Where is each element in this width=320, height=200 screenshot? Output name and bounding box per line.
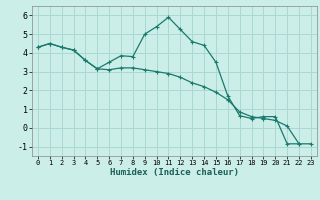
X-axis label: Humidex (Indice chaleur): Humidex (Indice chaleur) <box>110 168 239 177</box>
